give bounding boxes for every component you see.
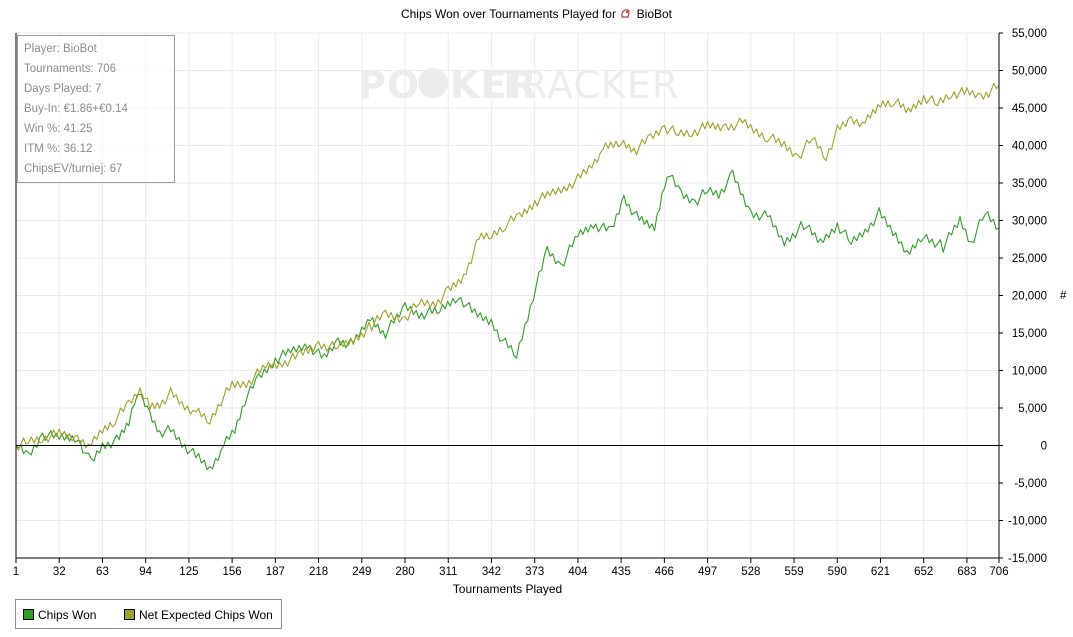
y-tick-label: 50,000	[1012, 66, 1047, 78]
watermark-part3: TRACKER	[496, 63, 679, 107]
x-tick-label: 706	[989, 566, 1008, 578]
chart-title: Chips Won over Tournaments Played for Bi…	[0, 7, 1073, 21]
watermark-chip-icon	[418, 68, 448, 98]
x-tick-label: 435	[612, 566, 631, 578]
stat-win-percent: Win %: 41.25	[24, 123, 93, 135]
y-tick-label: 0	[1041, 441, 1047, 453]
x-tick-label: 125	[179, 566, 198, 578]
x-tick-label: 249	[352, 566, 371, 578]
y-tick-labels: -15,000 -10,000 -5,000 0 5,000 10,000 15,000 20…	[999, 28, 1047, 565]
x-tick-labels: 1 32 63 94 125 156 187 218 249 280 311 342 373 404 435…	[13, 558, 1009, 578]
x-tick-label: 652	[914, 566, 933, 578]
y-tick-label: 20,000	[1012, 291, 1047, 303]
series-line-net-expected-chips-won	[15, 82, 1000, 451]
x-tick-label: 311	[439, 566, 457, 578]
x-tick-label: 94	[139, 566, 152, 578]
x-tick-label: 683	[957, 566, 976, 578]
chart-title-text: Chips Won over Tournaments Played for	[400, 7, 616, 21]
player-stats-box: Player: BioBot Tournaments: 706 Days Pla…	[17, 35, 175, 183]
x-tick-label: 466	[655, 566, 674, 578]
legend-label-net-expected: Net Expected Chips Won	[139, 608, 273, 622]
x-tick-label: 373	[525, 566, 544, 578]
stat-player: Player: BioBot	[24, 43, 97, 55]
y-tick-label: 40,000	[1012, 141, 1047, 153]
series-lines	[15, 82, 1000, 471]
chart-plot: PO KER TRACKER 1 32 63 94 125 156 187 218 249 280…	[13, 28, 1067, 578]
stat-tournaments: Tournaments: 706	[24, 63, 117, 75]
x-tick-label: 590	[828, 566, 847, 578]
y-tick-label: 35,000	[1012, 178, 1047, 190]
x-tick-label: 497	[698, 566, 717, 578]
y-axis-unit: #	[1060, 290, 1067, 302]
stat-days-played: Days Played: 7	[24, 83, 102, 95]
legend-label-chips-won: Chips Won	[38, 608, 97, 622]
stat-itm-percent: ITM %: 36.12	[24, 143, 93, 155]
y-tick-label: -15,000	[1008, 553, 1047, 565]
watermark-part1: PO	[358, 63, 420, 107]
x-tick-label: 218	[309, 566, 328, 578]
stat-chipsev: ChipsEV/turniej: 67	[24, 163, 123, 175]
x-tick-label: 342	[482, 566, 501, 578]
series-line-chips-won	[15, 169, 1000, 471]
y-tick-label: 30,000	[1012, 216, 1047, 228]
y-tick-label: -5,000	[1014, 478, 1047, 490]
x-tick-label: 528	[741, 566, 760, 578]
y-tick-label: -10,000	[1008, 516, 1047, 528]
stat-buy-in: Buy-In: €1.86+€0.14	[24, 103, 128, 115]
y-tick-label: 55,000	[1012, 28, 1047, 40]
x-tick-label: 187	[266, 566, 285, 578]
legend-item-chips-won[interactable]: Chips Won	[23, 608, 96, 622]
x-tick-label: 280	[395, 566, 414, 578]
x-tick-label: 621	[871, 566, 890, 578]
y-tick-label: 25,000	[1012, 253, 1047, 265]
x-axis-label: Tournaments Played	[452, 582, 563, 596]
x-tick-label: 156	[223, 566, 242, 578]
legend-item-net-expected[interactable]: Net Expected Chips Won	[124, 608, 273, 622]
y-tick-label: 10,000	[1012, 366, 1047, 378]
y-tick-label: 15,000	[1012, 328, 1047, 340]
x-tick-label: 63	[96, 566, 109, 578]
chart-legend: Chips Won Net Expected Chips Won	[15, 599, 282, 629]
x-tick-label: 1	[13, 566, 19, 578]
legend-swatch-net-expected	[124, 609, 135, 620]
x-tick-label: 404	[568, 566, 588, 578]
watermark-part2: KER	[450, 63, 538, 107]
chart-title-player: BioBot	[636, 7, 673, 21]
x-tick-label: 559	[784, 566, 803, 578]
y-tick-label: 5,000	[1018, 403, 1047, 415]
x-tick-label: 32	[53, 566, 66, 578]
legend-swatch-chips-won	[23, 609, 34, 620]
y-tick-label: 45,000	[1012, 103, 1047, 115]
bot-icon	[621, 9, 630, 18]
pokertracker-watermark: PO KER TRACKER	[358, 63, 679, 107]
